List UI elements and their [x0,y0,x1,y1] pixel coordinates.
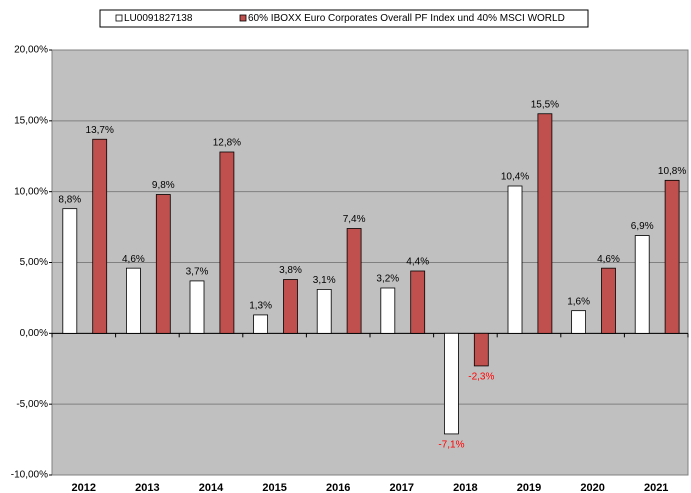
data-label: 4,6% [122,254,145,265]
bar [253,314,269,334]
data-label: 3,8% [279,265,302,276]
data-label: 10,8% [658,166,686,177]
bar [155,194,171,334]
y-tick-label: -5,00% [16,399,48,410]
x-tick-label: 2014 [199,482,224,493]
legend [99,9,589,28]
bar [664,179,680,334]
bar [62,208,78,334]
bar [601,267,616,334]
x-tick-label: 2013 [135,482,159,493]
bar [283,279,298,334]
x-tick-label: 2016 [326,482,350,493]
y-tick-label: 10,00% [14,186,48,197]
bar [507,185,523,334]
bar [380,287,396,334]
bar [473,332,489,367]
data-label: 6,9% [631,221,654,232]
data-label: 3,7% [186,267,209,278]
x-tick-label: 2019 [517,482,541,493]
data-label: -2,3% [468,372,494,383]
data-label: 3,2% [376,274,399,285]
data-label: 15,5% [531,99,559,110]
bar [92,138,108,334]
y-tick-label: -10,00% [11,470,48,481]
data-label: 4,6% [597,254,620,265]
data-label: 4,4% [406,257,429,268]
x-tick-label: 2018 [453,482,477,493]
data-label: 8,8% [58,194,81,205]
legend-label: 60% IBOXX Euro Corporates Overall PF Ind… [248,13,565,24]
legend-label: LU0091827138 [124,13,193,24]
bar [571,310,587,334]
bar [126,267,141,334]
x-tick-label: 2021 [644,482,668,493]
data-label: 10,4% [501,172,529,183]
legend-swatch [239,14,247,22]
bar [316,289,332,334]
y-tick-label: 15,00% [14,115,48,126]
bar [219,151,235,334]
bar [189,280,205,334]
data-label: 9,8% [152,180,175,191]
x-tick-label: 2020 [580,482,604,493]
y-tick-label: 5,00% [20,257,48,268]
y-tick-label: 0,00% [20,328,48,339]
data-label: 13,7% [86,125,114,136]
x-tick-label: 2012 [72,482,96,493]
data-label: 1,6% [567,296,590,307]
data-label: 3,1% [313,275,336,286]
data-label: 1,3% [249,301,272,312]
x-tick-label: 2017 [390,482,414,493]
bar [346,228,362,334]
bar [444,332,459,435]
y-tick-label: 20,00% [14,45,48,56]
legend-swatch [115,14,123,22]
data-label: -7,1% [438,440,464,451]
bar [537,113,553,334]
x-tick-label: 2015 [262,482,286,493]
bar [634,235,650,334]
bar [410,270,426,334]
data-label: 7,4% [343,214,366,225]
data-label: 12,8% [213,138,241,149]
